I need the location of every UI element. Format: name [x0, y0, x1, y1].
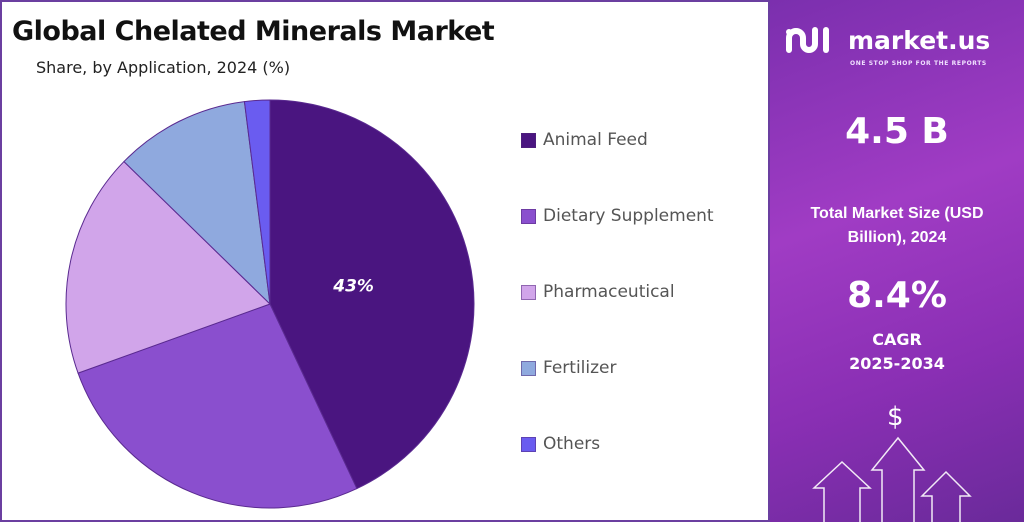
- brand-logo: market.us: [784, 24, 990, 56]
- market-size-label: Total Market Size (USD Billion), 2024: [810, 205, 984, 246]
- pie-slice-pharmaceutical: [65, 160, 271, 374]
- legend-item: Others: [521, 406, 714, 482]
- legend-swatch: [521, 132, 536, 148]
- growth-arrows-icon: [812, 436, 972, 522]
- pie-slice-fertilizer: [123, 101, 271, 306]
- market-size-value: 4.5 B: [845, 111, 949, 152]
- legend-label: Animal Feed: [543, 130, 648, 150]
- legend-item: Dietary Supplement: [521, 178, 714, 254]
- legend-label: Others: [543, 434, 601, 454]
- pie-slice-others: [243, 99, 271, 305]
- brand-name: market.us: [848, 25, 991, 55]
- legend-item: Pharmaceutical: [521, 254, 714, 330]
- legend: Animal Feed Dietary Supplement Pharmaceuti…: [521, 102, 714, 482]
- legend-label: Pharmaceutical: [543, 282, 675, 302]
- brand-tagline: ONE STOP SHOP FOR THE REPORTS: [850, 60, 987, 67]
- legend-swatch: [521, 284, 536, 300]
- legend-item: Animal Feed: [521, 102, 714, 178]
- legend-swatch: [521, 208, 536, 224]
- legend-item: Fertilizer: [521, 330, 714, 406]
- cagr-label: CAGR: [872, 330, 922, 349]
- cagr-period: 2025-2034: [849, 354, 945, 373]
- legend-swatch: [521, 360, 536, 376]
- market-us-logo-icon: [786, 27, 829, 53]
- legend-label: Fertilizer: [543, 358, 617, 378]
- data-label: 43%: [332, 276, 374, 296]
- legend-swatch: [521, 436, 536, 452]
- pie-slice-dietary-supplement: [77, 303, 358, 509]
- chart-subtitle: Share, by Application, 2024 (%): [36, 58, 291, 77]
- pie-chart: 43%: [65, 99, 475, 509]
- pie-slice-animal-feed: [269, 99, 475, 490]
- chart-title: Global Chelated Minerals Market: [12, 16, 495, 47]
- cagr-value: 8.4%: [847, 275, 947, 316]
- summary-panel: market.us ONE STOP SHOP FOR THE REPORTS …: [770, 0, 1024, 522]
- dollar-icon: $: [887, 402, 904, 432]
- legend-label: Dietary Supplement: [543, 206, 714, 226]
